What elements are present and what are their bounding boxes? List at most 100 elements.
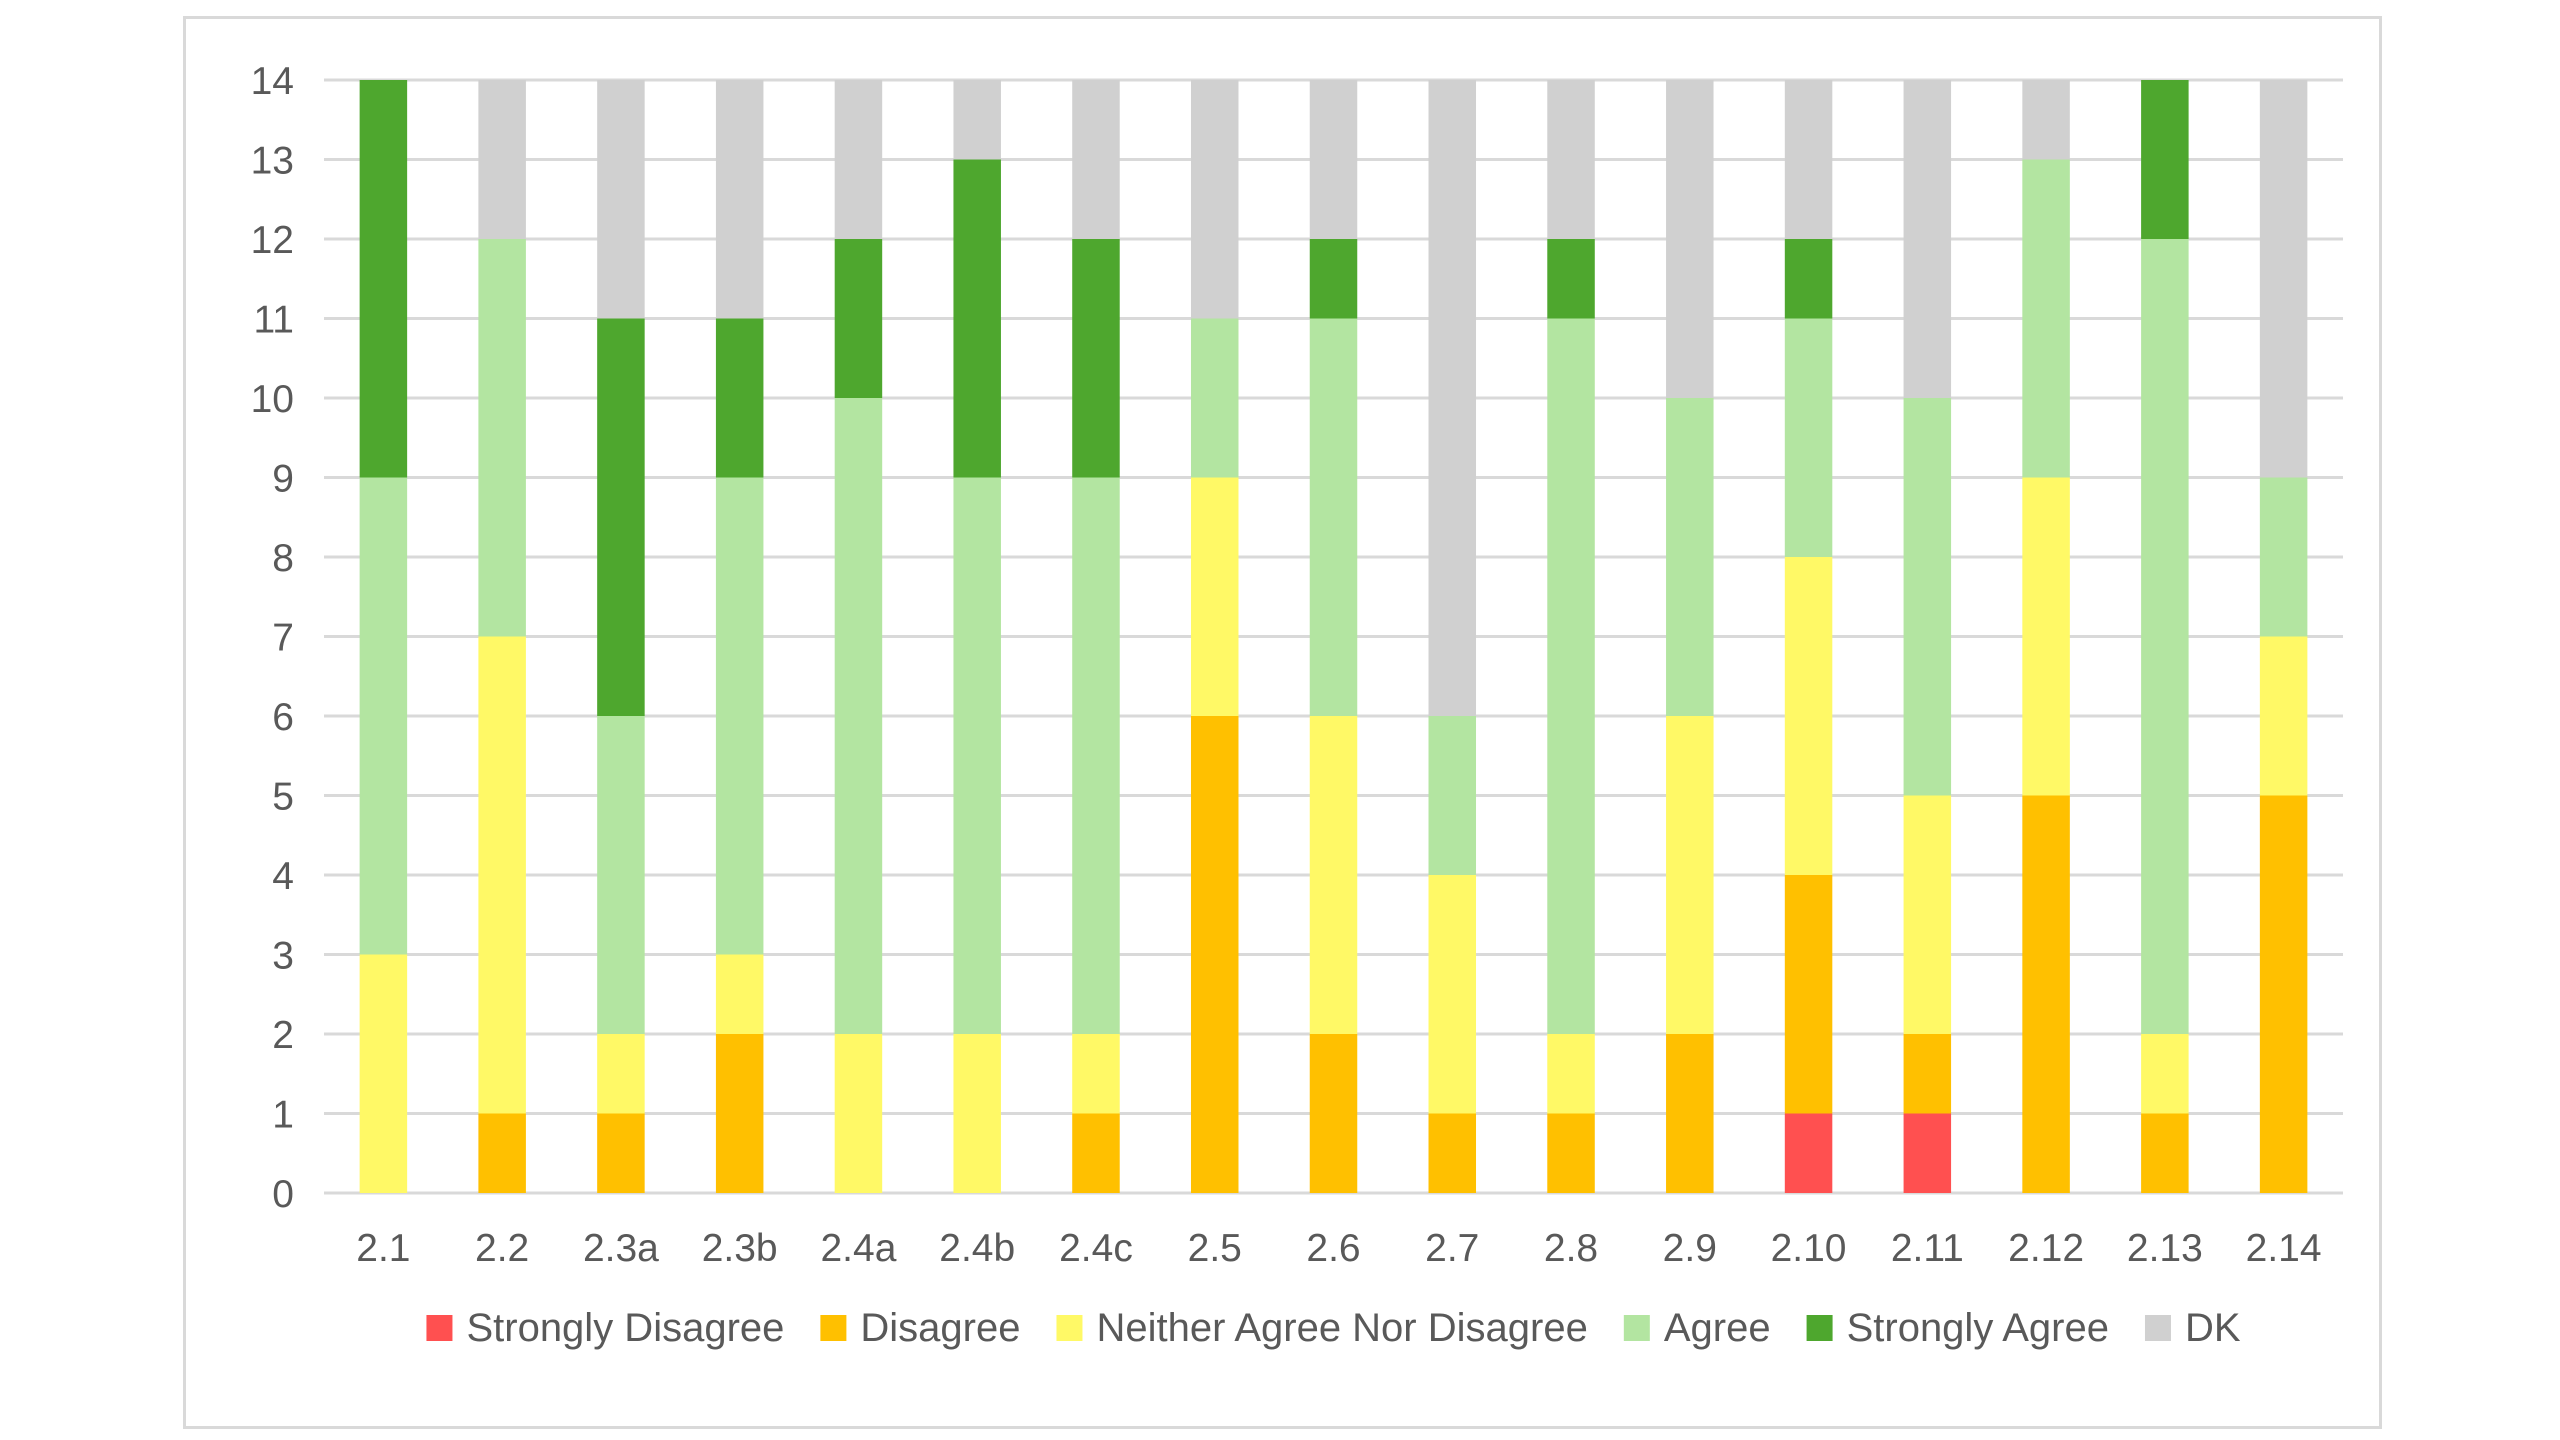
bar-segment-neither-agree-nor-disagree-2-7	[1428, 875, 1477, 1114]
bar-segment-strongly-agree-2-8	[1547, 239, 1595, 319]
bar-segment-agree-2-3a	[597, 716, 645, 1034]
bar-segment-neither-agree-nor-disagree-2-14	[2259, 636, 2308, 796]
x-tick-label: 2.4a	[820, 1227, 896, 1270]
legend-item: Strongly Disagree	[426, 1306, 784, 1350]
bar-segment-dk-2-3b	[715, 80, 764, 319]
legend-swatch	[426, 1315, 453, 1341]
bar-segment-agree-2-10	[1784, 318, 1833, 557]
bar-segment-dk-2-10	[1784, 80, 1833, 239]
bar-segment-neither-agree-nor-disagree-2-3b	[715, 954, 764, 1034]
x-tick-label: 2.12	[2008, 1227, 2084, 1270]
bar-segment-neither-agree-nor-disagree-2-3a	[597, 1034, 645, 1114]
bar-segment-dk-2-4a	[834, 80, 883, 239]
bar-segment-agree-2-6	[1309, 318, 1358, 716]
x-tick-label: 2.10	[1771, 1227, 1847, 1270]
chart-frame: 0 1 2 3 4 5 6 7 8 9 10 11 12 13 14 2.1 2.2 2.3a 2.3b 2.4a 2…	[183, 16, 2382, 1429]
legend-swatch	[1056, 1315, 1083, 1341]
bar-segment-agree-2-7	[1428, 716, 1477, 875]
y-tick-label: 11	[254, 299, 295, 342]
bar-segment-strongly-agree-2-1	[359, 80, 408, 478]
bar-segment-neither-agree-nor-disagree-2-4c	[1072, 1034, 1120, 1114]
x-tick-label: 2.9	[1663, 1227, 1717, 1270]
bar-segment-disagree-2-6	[1309, 1034, 1358, 1193]
x-tick-label: 2.13	[2127, 1227, 2203, 1270]
bar-segment-neither-agree-nor-disagree-2-1	[359, 954, 408, 1193]
x-tick-label: 2.4c	[1059, 1227, 1133, 1270]
bar-segment-strongly-agree-2-10	[1784, 239, 1833, 319]
bar-segment-agree-2-9	[1666, 398, 1714, 716]
legend-swatch	[2144, 1315, 2171, 1341]
x-tick-label: 2.14	[2246, 1227, 2322, 1270]
bar-segment-dk-2-6	[1309, 80, 1358, 239]
y-tick-label: 9	[272, 458, 294, 501]
x-tick-label: 2.2	[475, 1227, 529, 1270]
bar-segment-agree-2-11	[1903, 398, 1952, 796]
bar-segment-neither-agree-nor-disagree-2-11	[1903, 795, 1952, 1034]
bar-segment-neither-agree-nor-disagree-2-6	[1309, 716, 1358, 1034]
bar-segment-disagree-2-3a	[597, 1113, 645, 1193]
bar-segment-disagree-2-9	[1666, 1034, 1714, 1193]
y-tick-label: 8	[272, 537, 294, 580]
x-axis: 2.1 2.2 2.3a 2.3b 2.4a 2.4b 2.4c 2.5 2.6 2.7 2.8 2.…	[356, 1227, 2321, 1270]
bar-segment-strongly-agree-2-3a	[597, 318, 645, 716]
bar-segment-disagree-2-10	[1784, 875, 1833, 1114]
bar-segment-neither-agree-nor-disagree-2-12	[2022, 477, 2070, 796]
bar-segment-disagree-2-11	[1903, 1034, 1952, 1114]
legend-item: Neither Agree Nor Disagree	[1056, 1306, 1588, 1350]
bar-segment-dk-2-3a	[597, 80, 645, 319]
bar-segment-disagree-2-3b	[715, 1034, 764, 1193]
bar-segment-dk-2-11	[1903, 80, 1952, 398]
bar-segment-agree-2-4c	[1072, 477, 1120, 1034]
legend-label: Neither Agree Nor Disagree	[1096, 1306, 1587, 1350]
bar-segment-disagree-2-7	[1428, 1113, 1477, 1193]
bar-segment-dk-2-4c	[1072, 80, 1120, 239]
x-tick-label: 2.3a	[583, 1227, 659, 1270]
legend-label: Strongly Agree	[1847, 1306, 2109, 1350]
bar-segment-neither-agree-nor-disagree-2-2	[478, 636, 526, 1114]
bar-segment-dk-2-5	[1190, 80, 1239, 319]
legend-item: DK	[2144, 1306, 2241, 1350]
x-tick-label: 2.11	[1891, 1227, 1964, 1270]
y-tick-label: 1	[272, 1094, 294, 1137]
bar-segment-dk-2-8	[1547, 80, 1595, 239]
y-tick-label: 2	[272, 1014, 294, 1057]
bar-segment-disagree-2-13	[2141, 1113, 2189, 1193]
bar-segment-dk-2-9	[1666, 80, 1714, 398]
bar-segment-disagree-2-5	[1190, 716, 1239, 1193]
bar-segment-neither-agree-nor-disagree-2-13	[2141, 1034, 2189, 1114]
y-tick-label: 13	[251, 140, 294, 183]
y-tick-label: 12	[251, 219, 294, 262]
bar-segment-neither-agree-nor-disagree-2-4b	[953, 1034, 1001, 1193]
bar-segment-agree-2-4b	[953, 477, 1001, 1034]
bar-segment-neither-agree-nor-disagree-2-4a	[834, 1034, 883, 1193]
bar-segment-strongly-disagree-2-11	[1903, 1113, 1952, 1193]
bar-segment-strongly-agree-2-3b	[715, 318, 764, 478]
legend-label: Agree	[1664, 1306, 1771, 1350]
bar-segment-agree-2-4a	[834, 398, 883, 1034]
bar-segment-dk-2-12	[2022, 80, 2070, 160]
bar-segment-strongly-agree-2-4c	[1072, 239, 1120, 478]
y-tick-label: 4	[272, 855, 294, 898]
bar-segment-neither-agree-nor-disagree-2-5	[1190, 477, 1239, 716]
bar-segment-agree-2-13	[2141, 239, 2189, 1034]
legend-label: Disagree	[860, 1306, 1020, 1350]
x-tick-label: 2.1	[356, 1227, 410, 1270]
bar-segment-dk-2-2	[478, 80, 526, 239]
x-tick-label: 2.6	[1306, 1227, 1360, 1270]
y-tick-label: 6	[272, 696, 294, 739]
bar-segment-dk-2-14	[2259, 80, 2308, 478]
y-tick-label: 14	[251, 60, 294, 103]
bar-segment-strongly-disagree-2-10	[1784, 1113, 1833, 1193]
bar-segment-disagree-2-4c	[1072, 1113, 1120, 1193]
bar-segment-agree-2-12	[2022, 159, 2070, 478]
y-tick-label: 7	[272, 617, 294, 660]
bar-segment-dk-2-4b	[953, 80, 1001, 160]
bars	[359, 80, 2308, 1193]
bar-segment-disagree-2-12	[2022, 795, 2070, 1193]
x-tick-label: 2.4b	[939, 1227, 1015, 1270]
bar-segment-agree-2-1	[359, 477, 408, 955]
y-tick-label: 0	[272, 1173, 294, 1216]
legend-label: DK	[2185, 1306, 2241, 1350]
